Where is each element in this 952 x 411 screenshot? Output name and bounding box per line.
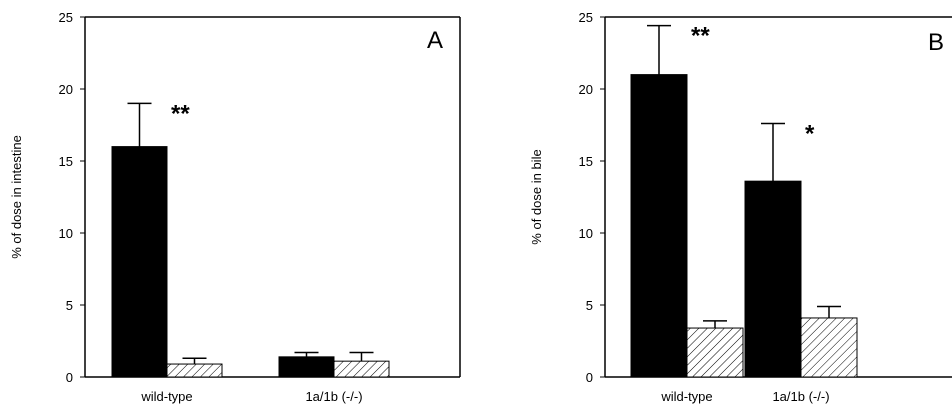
b-ytick-label-3: 15 (579, 154, 593, 169)
b-category-label-0: wild-type (660, 389, 712, 404)
a-ylabel: % of dose in intestine (9, 135, 24, 259)
b-bar-0-0 (630, 74, 688, 378)
a-category-label-1: 1a/1b (-/-) (305, 389, 362, 404)
a-panel-label: A (427, 27, 443, 54)
b-bar-1-1 (800, 317, 858, 378)
b-category-label-1: 1a/1b (-/-) (772, 389, 829, 404)
b-bar-0-1 (686, 327, 744, 378)
a-bar-0-0 (111, 146, 168, 378)
a-ytick-label-4: 20 (59, 82, 73, 97)
a-bar-1-0 (278, 356, 335, 378)
b-significance-1: * (805, 121, 815, 148)
b-significance-0: ** (691, 23, 710, 50)
b-ytick-label-2: 10 (579, 226, 593, 241)
b-ytick-label-5: 25 (579, 10, 593, 25)
b-ylabel: % of dose in bile (529, 149, 544, 244)
a-category-label-0: wild-type (140, 389, 192, 404)
a-ytick-label-0: 0 (66, 370, 73, 385)
b-panel-label: B (928, 29, 944, 56)
b-ytick-label-1: 5 (586, 298, 593, 313)
a-bar-0-1 (166, 363, 223, 378)
b-bar-1-0 (744, 180, 802, 378)
a-ytick-label-2: 10 (59, 226, 73, 241)
a-ytick-label-1: 5 (66, 298, 73, 313)
b-ytick-label-0: 0 (586, 370, 593, 385)
b-ytick-label-4: 20 (579, 82, 593, 97)
a-bar-1-1 (333, 360, 390, 378)
chart-panel-a: 0 5 10 15 20 25 % of dose in intestine Awild-ty… (9, 10, 461, 404)
a-ytick-label-3: 15 (59, 154, 73, 169)
a-ytick-label-5: 25 (59, 10, 73, 25)
a-significance-0: ** (171, 100, 190, 127)
